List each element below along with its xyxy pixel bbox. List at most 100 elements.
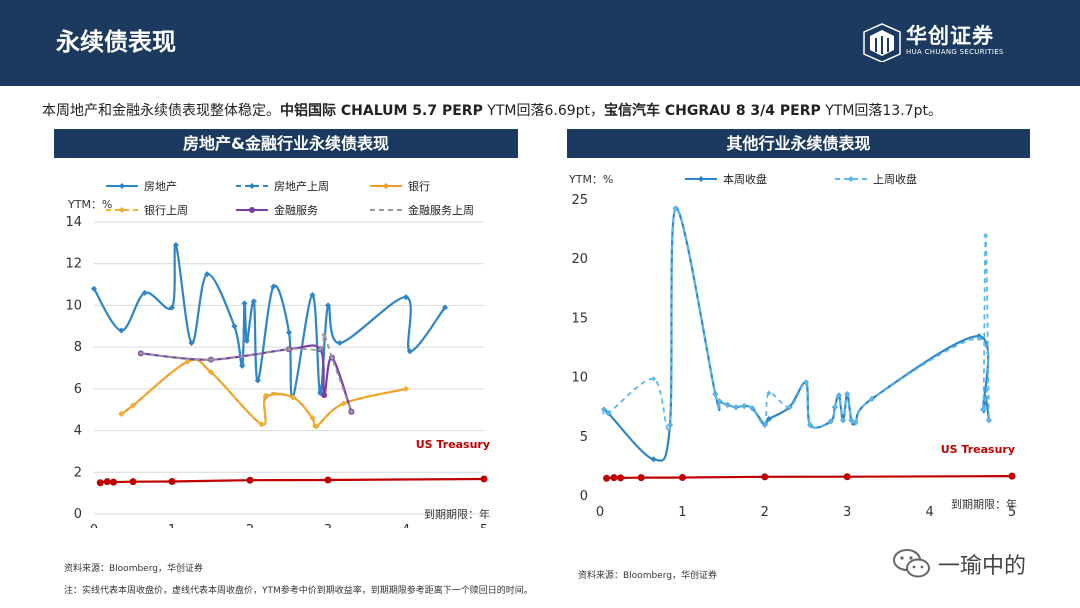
- series-line: [120, 358, 407, 429]
- data-point: [787, 404, 793, 410]
- data-point: [741, 403, 747, 409]
- x-tick-label: 3: [843, 505, 851, 520]
- data-point: [678, 474, 686, 482]
- data-point: [142, 290, 148, 296]
- page-title: 永续债表现: [56, 28, 176, 56]
- legend-label: 银行上周: [144, 203, 188, 217]
- data-point: [836, 392, 842, 398]
- data-point: [110, 478, 117, 486]
- data-point: [765, 416, 772, 423]
- data-point: [840, 417, 846, 423]
- legend-label: 金融服务: [274, 203, 318, 217]
- series-line: [606, 475, 1013, 480]
- data-point: [716, 398, 722, 404]
- legend-marker: [249, 183, 255, 189]
- data-point: [208, 369, 214, 375]
- company-logo: 华创证券 HUA CHUANG SECURITIES: [862, 20, 1022, 64]
- watermark-text: 一瑜中的: [938, 554, 1027, 579]
- series-line: [602, 207, 990, 462]
- data-point: [231, 323, 237, 329]
- y-tick-label: 10: [65, 298, 82, 313]
- data-point: [337, 340, 343, 346]
- y-tick-label: 5: [580, 430, 588, 445]
- top-banner: 永续债表现 华创证券 HUA CHUANG SECURITIES: [0, 0, 1080, 86]
- data-point: [313, 423, 319, 429]
- data-point: [976, 336, 982, 342]
- data-point: [869, 396, 875, 402]
- data-point: [204, 271, 210, 277]
- data-point: [317, 346, 323, 352]
- data-point: [1008, 472, 1016, 480]
- y-axis-label: YTM：%: [67, 198, 112, 211]
- data-point: [286, 346, 292, 352]
- x-axis-label: 到期期限：年: [951, 497, 1017, 511]
- x-tick-label: 1: [678, 505, 686, 520]
- real-estate-finance-chart: 02468101214012345YTM：%到期期限：年US Treasury房…: [65, 179, 490, 528]
- data-point: [118, 411, 124, 417]
- data-point: [309, 415, 315, 421]
- data-point: [843, 473, 851, 481]
- data-point: [103, 478, 111, 486]
- footnote: 注：实线代表本周收盘价，虚线代表本周收盘价，YTM参考中价到期收益率，到期期限参…: [64, 586, 533, 596]
- x-tick-label: 2: [761, 505, 769, 520]
- data-point: [169, 305, 175, 311]
- x-tick-label: 3: [324, 523, 332, 528]
- data-point: [605, 410, 611, 416]
- data-point: [244, 336, 250, 342]
- data-point: [617, 474, 625, 482]
- data-point: [601, 407, 607, 413]
- data-point: [168, 477, 176, 485]
- data-point: [290, 394, 296, 400]
- data-point: [832, 404, 838, 410]
- data-point: [317, 388, 323, 394]
- data-point: [118, 327, 124, 333]
- summary-part3: YTM回落13.7pt。: [820, 103, 942, 119]
- legend-marker: [848, 176, 854, 182]
- x-tick-label: 2: [246, 523, 254, 528]
- data-point: [270, 284, 276, 290]
- x-tick-label: 0: [596, 505, 604, 520]
- summary-part1: 本周地产和金融永续债表现整体稳定。: [42, 103, 280, 119]
- x-tick-label: 0: [90, 523, 98, 528]
- x-tick-label: 1: [168, 523, 176, 528]
- data-point: [348, 409, 354, 415]
- data-point: [986, 417, 992, 423]
- data-point: [667, 422, 673, 428]
- left-panel-title-text: 房地产&金融行业永续债表现: [183, 134, 389, 153]
- data-point: [263, 392, 269, 398]
- legend-label: 银行: [408, 179, 430, 193]
- data-point: [852, 420, 858, 426]
- y-tick-label: 14: [65, 215, 82, 230]
- x-tick-label: 5: [1008, 505, 1016, 520]
- x-tick-label: 4: [402, 523, 410, 528]
- x-tick-label: 4: [925, 505, 933, 520]
- data-point: [286, 330, 292, 336]
- data-point: [637, 474, 645, 482]
- legend-marker: [383, 183, 389, 189]
- data-point: [251, 298, 257, 304]
- data-point: [403, 386, 409, 392]
- data-point: [749, 405, 755, 411]
- data-point: [480, 475, 488, 483]
- legend-marker: [119, 183, 125, 189]
- source-right: 资料来源：Bloomberg，华创证券: [578, 571, 717, 581]
- data-point: [189, 340, 194, 346]
- wechat-icon: [893, 549, 930, 578]
- y-tick-label: 2: [74, 465, 82, 480]
- legend-label: 上周收盘: [873, 172, 917, 186]
- data-point: [130, 403, 136, 409]
- data-point: [341, 400, 347, 406]
- summary-part2: YTM回落6.69pt，: [482, 103, 605, 119]
- series-line: [140, 344, 353, 413]
- y-tick-label: 0: [580, 489, 588, 504]
- data-point: [239, 361, 245, 367]
- data-point: [407, 348, 413, 354]
- y-tick-label: 25: [571, 193, 588, 208]
- y-tick-label: 8: [74, 340, 82, 355]
- logo-cube-icon: [863, 23, 901, 62]
- y-tick-label: 12: [65, 257, 82, 272]
- data-point: [982, 394, 989, 401]
- legend-label: 金融服务上周: [408, 203, 474, 217]
- data-point: [650, 456, 657, 463]
- data-point: [761, 473, 769, 481]
